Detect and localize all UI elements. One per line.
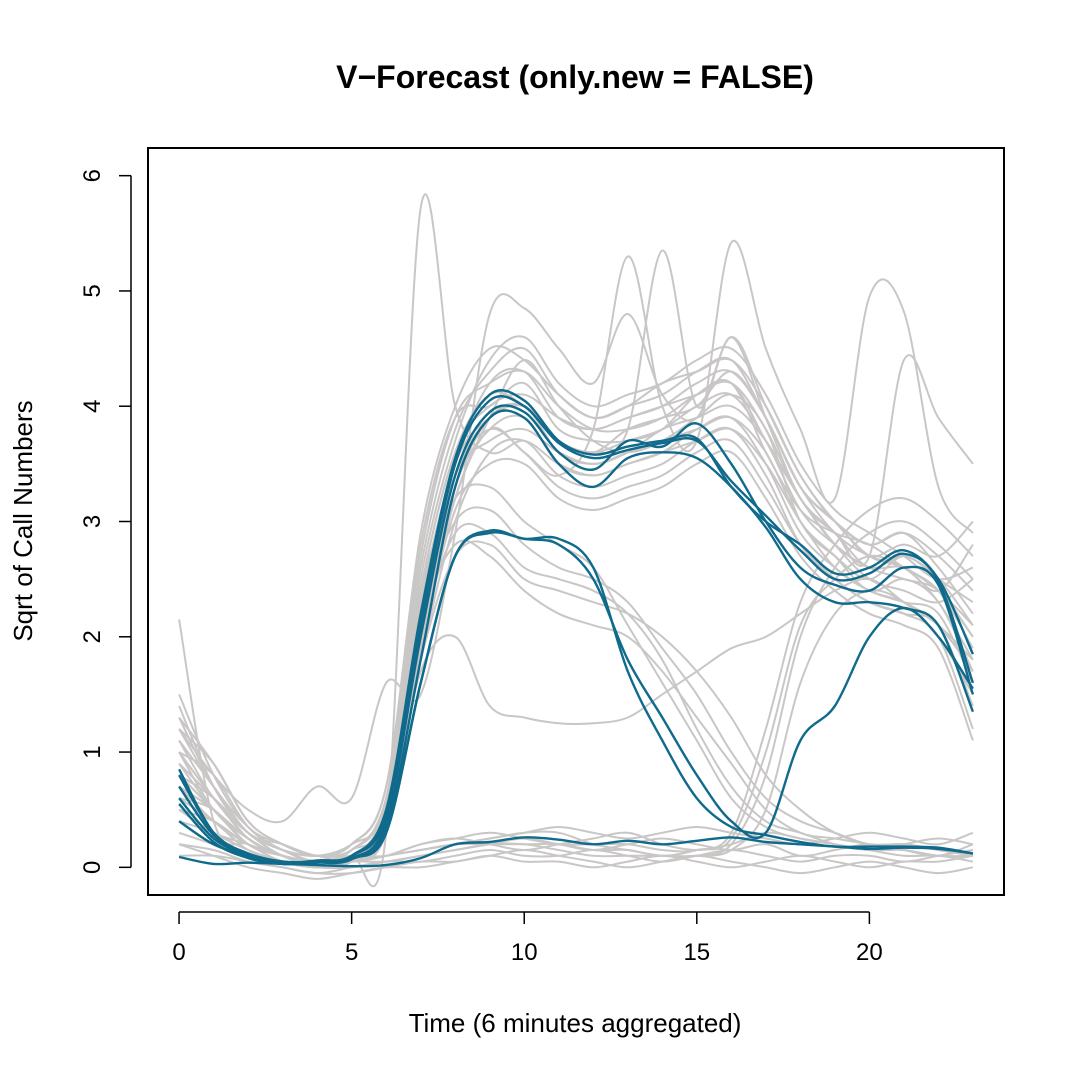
background-series-line [178, 449, 974, 866]
x-tick-label: 15 [683, 939, 710, 966]
chart-title: V−Forecast (only.new = FALSE) [336, 59, 814, 95]
y-axis-label: Sqrt of Call Numbers [8, 400, 38, 641]
y-tick-label: 3 [79, 515, 106, 528]
y-tick-label: 4 [79, 400, 106, 413]
y-axis: 0 1 2 3 4 5 6 [79, 169, 132, 874]
y-tick-label: 2 [79, 630, 106, 643]
forecast-series-line [178, 531, 974, 865]
background-series-line [178, 367, 974, 864]
background-series-line [178, 369, 974, 862]
background-series-line [178, 539, 973, 863]
y-tick-label: 6 [79, 169, 106, 182]
background-series-line [178, 522, 973, 863]
x-axis-label: Time (6 minutes aggregated) [409, 1008, 742, 1038]
forecast-series-line [178, 404, 975, 866]
y-tick-label: 1 [79, 745, 106, 758]
x-axis: 0 5 10 15 20 [172, 911, 883, 966]
x-tick-label: 10 [511, 939, 538, 966]
background-series-line [178, 589, 974, 869]
x-tick-label: 5 [345, 939, 358, 966]
x-tick-label: 20 [856, 939, 883, 966]
background-series-line [178, 370, 974, 864]
background-series-line [178, 427, 974, 869]
background-series-line [178, 369, 974, 863]
background-series-line [178, 554, 974, 864]
background-series-line [178, 577, 974, 869]
y-tick-label: 5 [79, 284, 106, 297]
forecast-series-group [178, 389, 975, 868]
background-series-line [178, 843, 974, 880]
x-tick-label: 0 [172, 939, 185, 966]
background-series-line [178, 345, 974, 857]
forecast-series-line [178, 836, 974, 868]
background-series-line [178, 239, 974, 857]
forecast-series-line [178, 409, 975, 866]
background-series-line [179, 854, 974, 875]
background-series-line [178, 359, 974, 869]
background-series-group [178, 193, 974, 888]
plot-frame [147, 147, 1005, 896]
y-tick-label: 0 [79, 861, 106, 874]
background-series-line [178, 293, 974, 824]
background-series-line [178, 193, 974, 888]
background-series-line [178, 426, 974, 869]
